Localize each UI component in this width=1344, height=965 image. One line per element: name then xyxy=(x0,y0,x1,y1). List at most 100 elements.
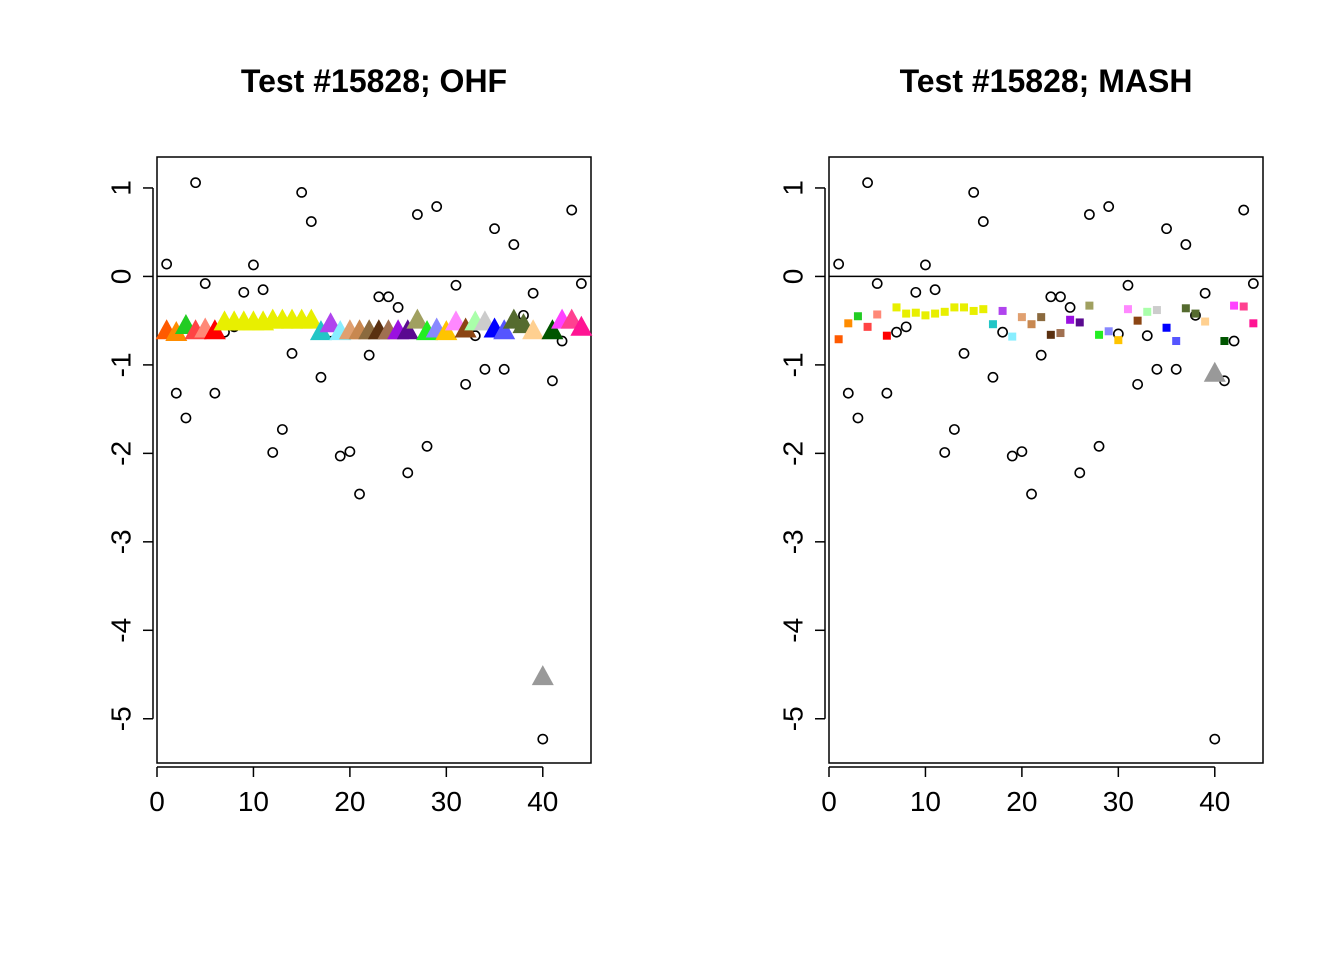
x-tick-label: 10 xyxy=(238,786,269,817)
data-point xyxy=(882,331,891,340)
data-point xyxy=(853,312,862,321)
data-point xyxy=(489,223,500,235)
data-point xyxy=(199,278,211,289)
data-point xyxy=(1230,301,1239,310)
data-point xyxy=(1017,313,1026,322)
data-point xyxy=(406,308,429,329)
data-point xyxy=(881,387,893,399)
x-tick-label: 20 xyxy=(334,786,365,817)
data-point xyxy=(920,259,931,271)
data-point xyxy=(1191,309,1200,318)
data-point xyxy=(493,319,516,340)
data-point xyxy=(315,371,327,383)
data-point xyxy=(844,319,853,328)
data-point xyxy=(354,488,365,500)
x-tick-label: 40 xyxy=(527,786,558,817)
data-point xyxy=(921,311,930,320)
data-point xyxy=(575,278,587,289)
data-point xyxy=(1161,223,1172,235)
data-point xyxy=(950,303,959,312)
data-point xyxy=(902,309,911,318)
data-point xyxy=(238,286,250,298)
data-point xyxy=(1199,287,1211,299)
data-point xyxy=(209,387,221,399)
data-point xyxy=(531,665,554,686)
data-point xyxy=(842,387,854,399)
data-point xyxy=(1055,291,1066,303)
data-point xyxy=(1132,378,1144,390)
data-point xyxy=(1104,327,1113,336)
data-point xyxy=(165,321,188,342)
data-point xyxy=(383,291,394,303)
data-point xyxy=(276,424,288,435)
data-point xyxy=(1122,279,1134,291)
data-point xyxy=(460,378,472,390)
data-point xyxy=(948,424,960,435)
data-point xyxy=(267,447,279,458)
data-point xyxy=(1181,304,1190,313)
data-point xyxy=(392,301,404,313)
data-point xyxy=(1103,201,1115,212)
data-point xyxy=(1035,349,1047,361)
data-point xyxy=(1075,318,1084,327)
y-axis: 1 0 -1 -2 -3 -4 -5 xyxy=(106,180,154,731)
data-point xyxy=(334,450,346,462)
series-open-circle xyxy=(833,177,1259,745)
data-point xyxy=(1170,363,1182,375)
data-point xyxy=(344,446,356,457)
data-point xyxy=(939,447,951,458)
y-tick-label: -5 xyxy=(778,706,809,731)
data-point xyxy=(988,320,997,329)
data-point xyxy=(997,326,1008,338)
y-tick-label: 0 xyxy=(106,269,137,285)
data-point xyxy=(958,347,970,359)
chart-title-mash: Test #15828; MASH xyxy=(900,63,1193,99)
plot-frame xyxy=(156,156,592,764)
data-point xyxy=(1016,446,1028,457)
data-point xyxy=(862,177,873,189)
data-point xyxy=(363,349,375,361)
data-point xyxy=(402,467,414,479)
x-tick-label: 10 xyxy=(910,786,941,817)
data-point xyxy=(1151,363,1163,375)
data-point xyxy=(570,315,593,336)
data-point xyxy=(1095,330,1104,339)
x-tick-label: 0 xyxy=(821,786,837,817)
data-point xyxy=(1045,291,1057,303)
y-tick-label: -1 xyxy=(778,352,809,377)
data-point xyxy=(863,322,872,331)
highlight-point xyxy=(1203,361,1226,382)
data-point xyxy=(527,287,539,299)
x-tick-label: 0 xyxy=(149,786,165,817)
chart-title-ohf: Test #15828; OHF xyxy=(241,63,507,99)
data-point xyxy=(556,335,568,347)
data-point xyxy=(1008,332,1017,341)
series-filled-triangle xyxy=(155,308,593,686)
data-point xyxy=(1238,204,1250,216)
series-filled-square xyxy=(834,301,1258,378)
data-point xyxy=(296,186,308,198)
data-point xyxy=(1201,317,1210,326)
data-point xyxy=(257,284,269,296)
y-tick-label: -2 xyxy=(106,441,137,466)
plot-frame xyxy=(828,156,1264,764)
data-point xyxy=(286,347,298,359)
data-point xyxy=(1220,337,1229,346)
data-point xyxy=(1066,315,1075,324)
data-point xyxy=(852,412,864,424)
data-point xyxy=(1037,313,1046,322)
data-point xyxy=(834,335,843,344)
series-open-circle xyxy=(161,177,587,745)
data-point xyxy=(960,303,969,312)
data-point xyxy=(998,306,1007,315)
data-point xyxy=(977,216,989,227)
data-point xyxy=(1026,488,1037,500)
data-point xyxy=(1152,306,1161,315)
data-point xyxy=(871,278,883,289)
data-point xyxy=(498,363,510,375)
y-tick-label: 1 xyxy=(778,180,809,196)
data-point xyxy=(1180,239,1192,250)
